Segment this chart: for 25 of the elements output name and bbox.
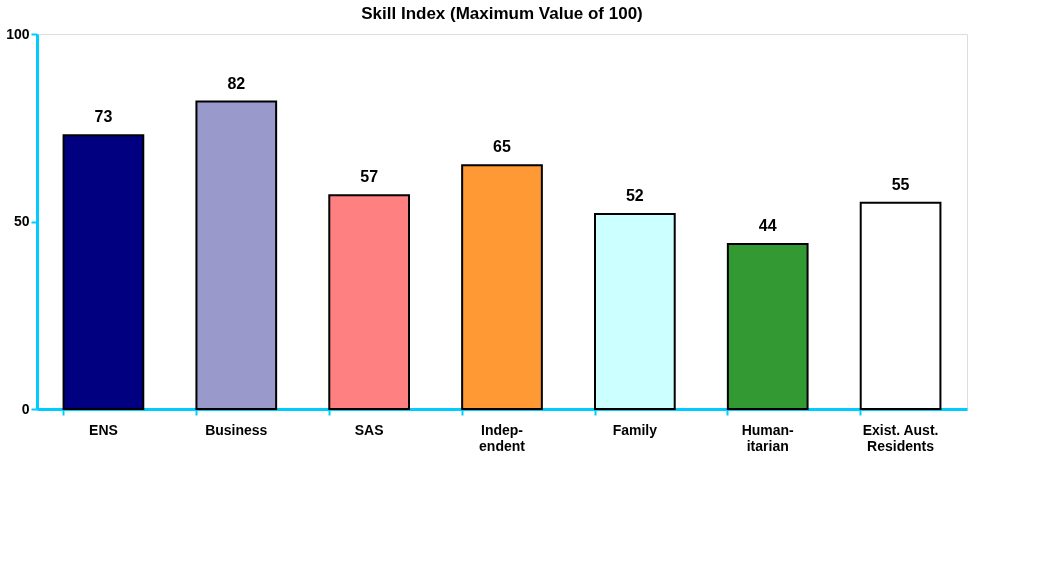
data-label: 65 (493, 138, 511, 156)
bar (726, 243, 809, 410)
x-tick-label: Exist. Aust. Residents (862, 421, 939, 454)
data-label: 44 (758, 217, 777, 234)
data-label: 52 (625, 187, 644, 204)
data-label: 57 (360, 168, 379, 186)
data-label: 82 (227, 74, 246, 92)
bar (328, 194, 410, 410)
data-label: 55 (891, 175, 910, 193)
y-tick-label: 50 (13, 213, 30, 229)
x-tick-label: Family (612, 421, 658, 438)
x-tick-label: ENS (89, 421, 118, 438)
bar (594, 213, 676, 410)
x-tick-label: SAS (354, 421, 384, 438)
bar (461, 164, 543, 410)
y-tick-label: 100 (6, 25, 30, 42)
data-label: 73 (94, 108, 113, 126)
bar (195, 100, 278, 410)
y-tick-label: 0 (21, 400, 30, 417)
bar (859, 201, 942, 410)
bar (62, 134, 145, 410)
x-tick-label: Business (205, 421, 268, 438)
chart-title: Skill Index (Maximum Value of 100) (361, 4, 643, 23)
x-tick-label: Human- itarian (741, 421, 795, 454)
x-tick-label: Indep- endent (479, 421, 526, 454)
